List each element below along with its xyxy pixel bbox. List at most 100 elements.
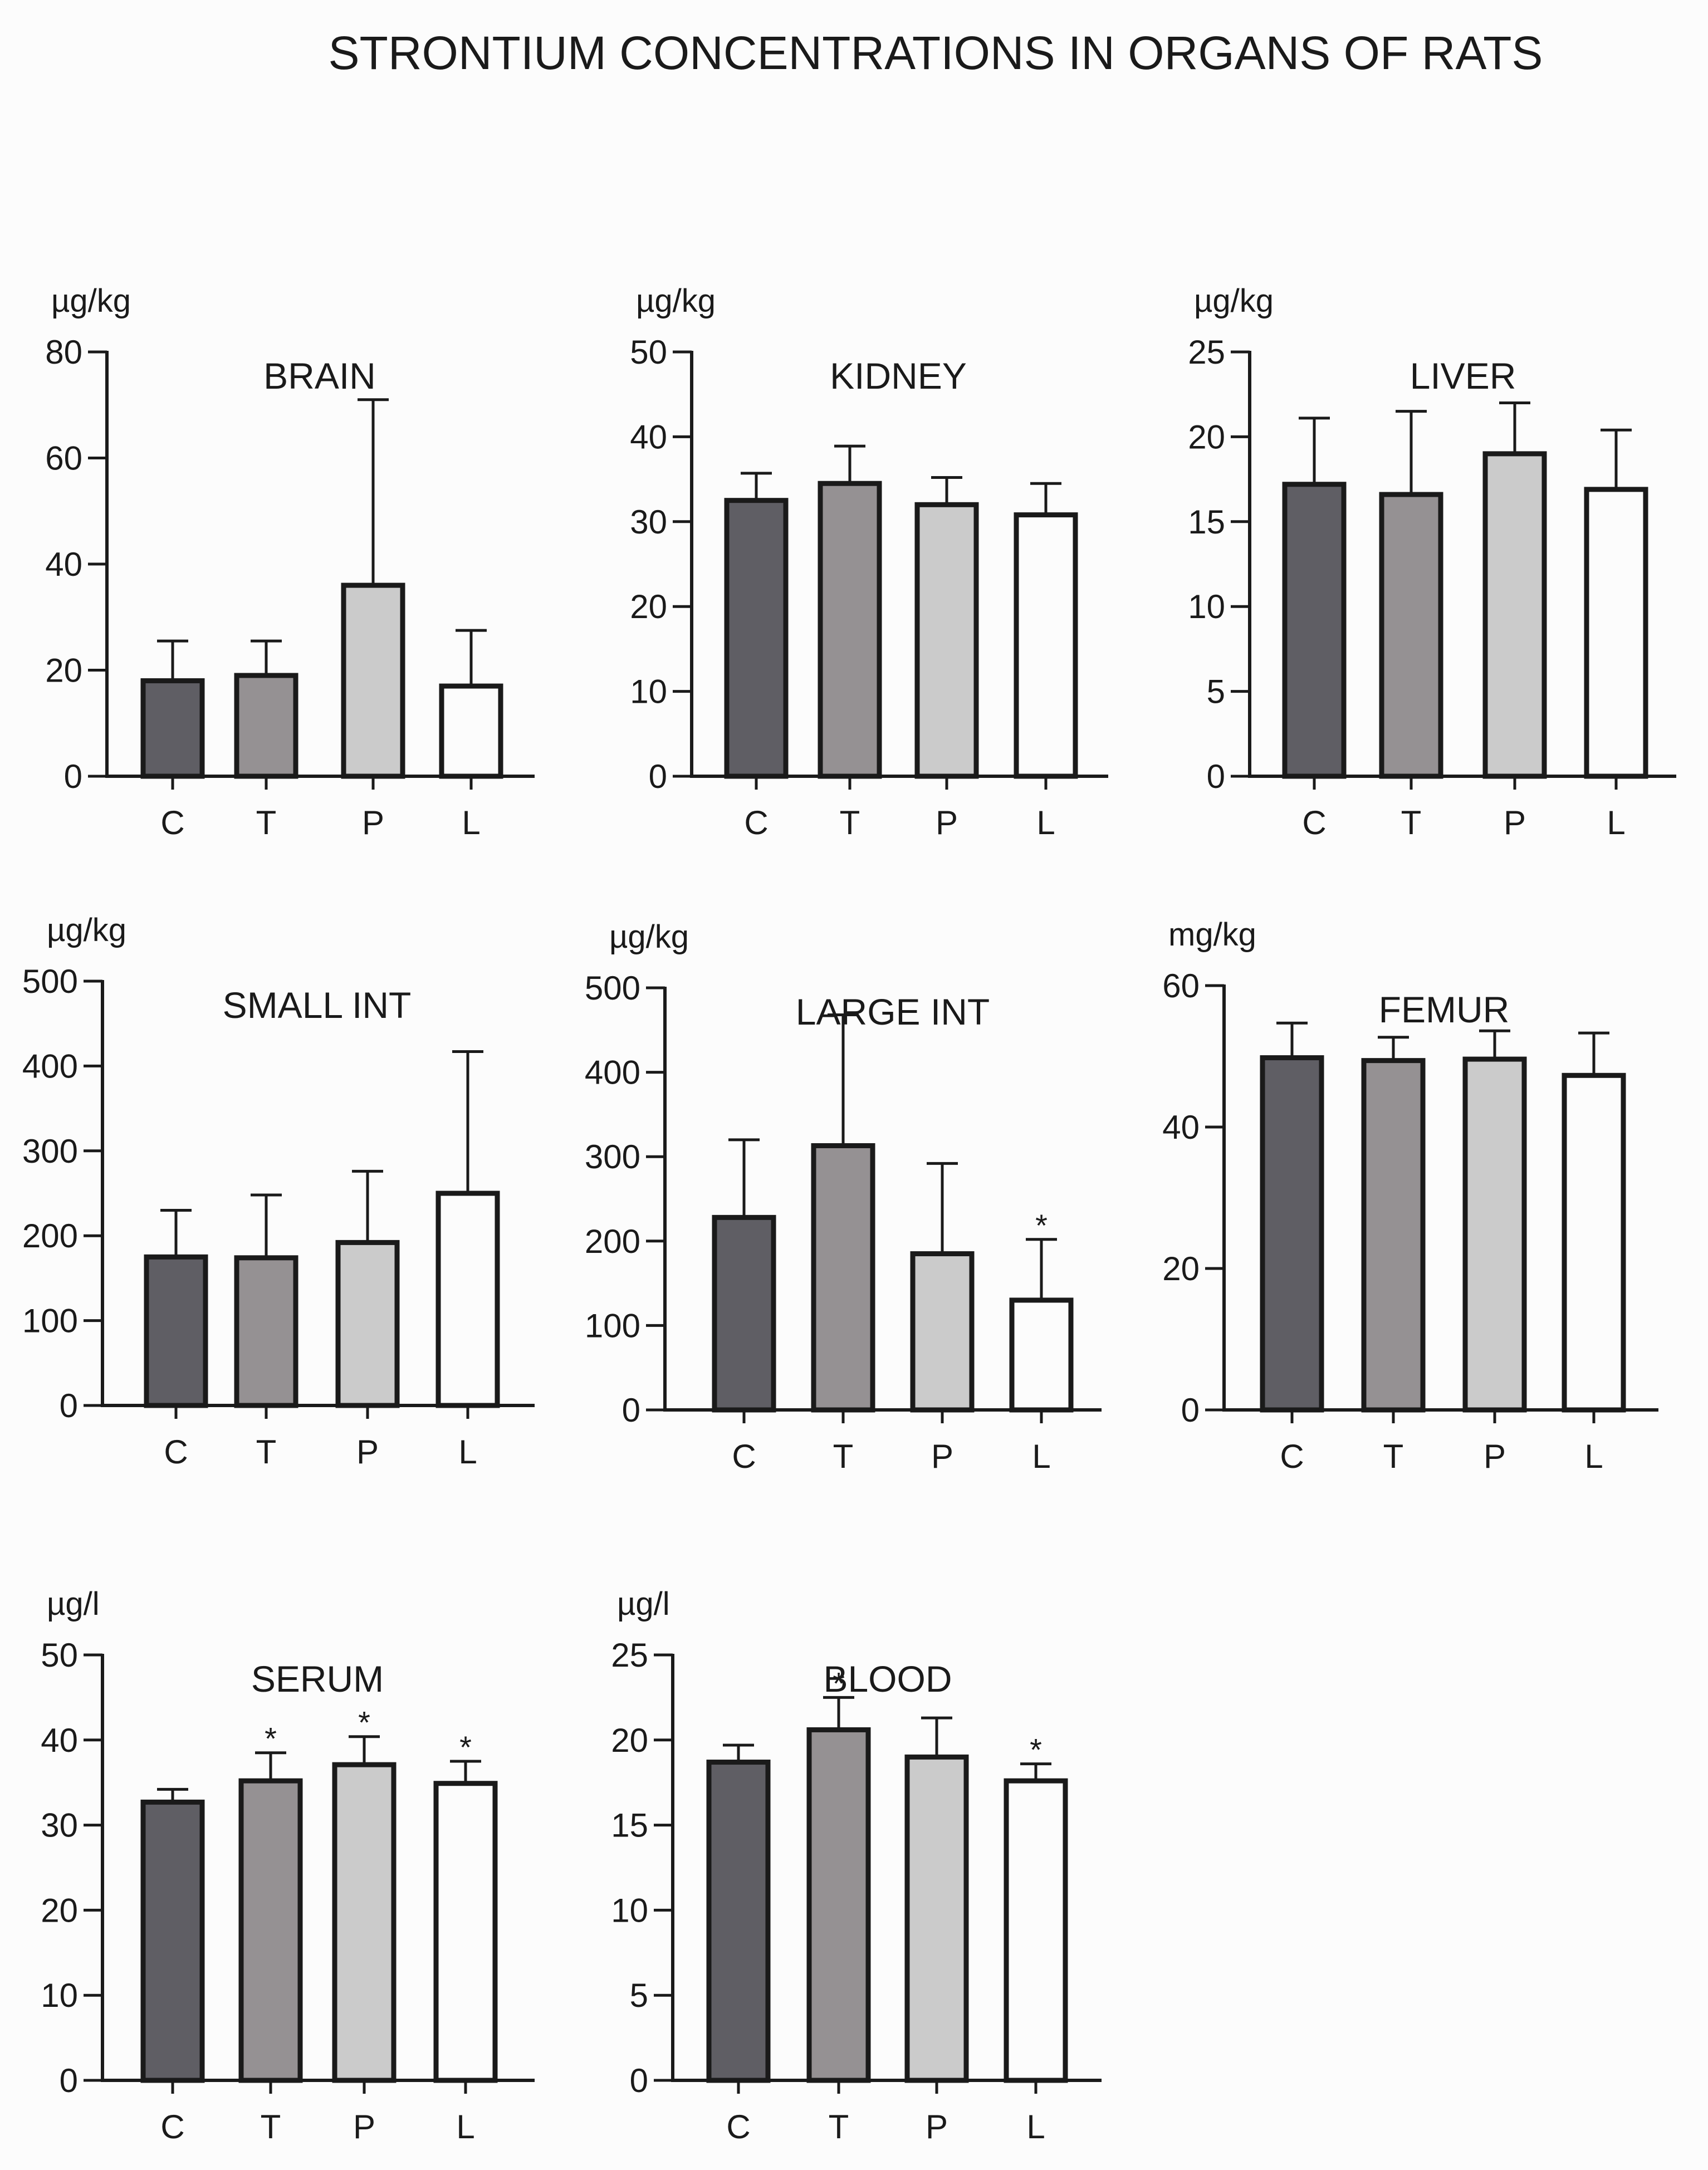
- bar-P: [1482, 451, 1547, 779]
- y-tick-label: 40: [45, 546, 82, 583]
- significance-marker-L: *: [459, 1730, 472, 1765]
- category-label-T: T: [256, 804, 277, 841]
- category-label-P: P: [1484, 1438, 1506, 1475]
- significance-marker-T: *: [833, 1666, 845, 1701]
- y-tick-label: 100: [22, 1302, 78, 1340]
- y-tick-label: 0: [622, 1392, 640, 1429]
- y-tick-label: 20: [630, 588, 667, 625]
- y-tick-label: 400: [22, 1047, 78, 1085]
- y-tick-label: 40: [41, 1722, 78, 1759]
- bar-L: [439, 683, 503, 779]
- category-label-C: C: [164, 1433, 188, 1471]
- category-label-L: L: [1026, 2108, 1045, 2145]
- bar-L: [1562, 1072, 1626, 1413]
- y-tick-label: 50: [630, 334, 667, 371]
- unit-label: µg/kg: [47, 912, 126, 948]
- y-tick-label: 20: [45, 652, 82, 689]
- y-tick-label: 0: [60, 2062, 78, 2099]
- bar-C: [724, 498, 789, 779]
- y-tick-label: 0: [1181, 1392, 1200, 1429]
- y-tick-label: 20: [611, 1722, 648, 1759]
- y-tick-label: 100: [585, 1307, 640, 1344]
- y-tick-label: 10: [630, 673, 667, 711]
- bar-P: [332, 1762, 397, 2083]
- bar-C: [1282, 482, 1347, 779]
- bar-P: [904, 1754, 969, 2083]
- y-tick-label: 80: [45, 334, 82, 371]
- y-tick-label: 40: [1162, 1109, 1200, 1146]
- category-label-T: T: [261, 2108, 281, 2145]
- y-tick-label: 20: [1188, 418, 1225, 455]
- y-tick-label: 25: [611, 1637, 648, 1674]
- category-label-C: C: [726, 2108, 750, 2145]
- y-tick-label: 300: [585, 1138, 640, 1175]
- category-label-T: T: [829, 2108, 849, 2145]
- category-label-C: C: [1302, 804, 1326, 841]
- chart-blood: µg/l BLOOD 0 5 10 15 20 25 C T * P L *: [611, 1586, 1102, 2145]
- bar-T: [238, 1778, 303, 2083]
- bar-L: [1014, 512, 1078, 779]
- category-label-L: L: [1032, 1438, 1050, 1475]
- y-tick-label: 500: [22, 963, 78, 1000]
- bar-T: [234, 1255, 298, 1408]
- panel-title: BRAIN: [263, 355, 376, 396]
- y-tick-label: 60: [1162, 967, 1200, 1005]
- bar-P: [1462, 1056, 1527, 1413]
- bar-L: [1009, 1297, 1074, 1413]
- bar-T: [1361, 1058, 1426, 1413]
- panel-title: BLOOD: [823, 1658, 952, 1699]
- panel-title: FEMUR: [1379, 989, 1510, 1030]
- bar-L: [1004, 1778, 1068, 2083]
- bar-T: [234, 673, 298, 779]
- y-tick-label: 200: [585, 1223, 640, 1260]
- chart-kidney: µg/kg KIDNEY 0 10 20 30 40 50 C T P L: [630, 283, 1108, 841]
- category-label-T: T: [1383, 1438, 1404, 1475]
- category-label-L: L: [1607, 804, 1625, 841]
- bar-P: [910, 1251, 975, 1413]
- unit-label: µg/kg: [609, 919, 689, 955]
- unit-label: µg/kg: [1194, 283, 1274, 319]
- y-tick-label: 300: [22, 1133, 78, 1170]
- unit-label: µg/kg: [636, 283, 716, 319]
- bar-P: [914, 502, 979, 779]
- unit-label: µg/l: [617, 1586, 670, 1622]
- chart-serum: µg/l SERUM 0 10 20 30 40 50 C T * P * L *: [41, 1586, 535, 2145]
- bar-T: [811, 1143, 875, 1413]
- panel-title: LARGE INT: [796, 991, 990, 1032]
- category-label-L: L: [456, 2108, 474, 2145]
- category-label-C: C: [160, 804, 184, 841]
- bar-T: [1379, 492, 1443, 779]
- y-tick-label: 0: [1207, 758, 1225, 795]
- y-tick-label: 5: [1207, 673, 1225, 711]
- y-tick-label: 15: [1188, 503, 1225, 541]
- bar-T: [818, 481, 882, 779]
- bar-C: [144, 1254, 208, 1408]
- y-tick-label: 5: [630, 1977, 648, 2014]
- y-tick-label: 25: [1188, 334, 1225, 371]
- category-label-C: C: [732, 1438, 756, 1475]
- bar-L: [1584, 487, 1648, 779]
- category-label-P: P: [353, 2108, 375, 2145]
- y-tick-label: 30: [41, 1807, 78, 1844]
- significance-marker-P: *: [358, 1705, 370, 1740]
- category-label-T: T: [256, 1433, 277, 1471]
- category-label-L: L: [1584, 1438, 1603, 1475]
- bar-C: [140, 678, 205, 779]
- y-tick-label: 15: [611, 1807, 648, 1844]
- panel-title: LIVER: [1410, 355, 1516, 396]
- panel-title: KIDNEY: [830, 355, 967, 396]
- significance-marker-L: *: [1030, 1732, 1042, 1767]
- chart-brain: µg/kg BRAIN 0 20 40 60 80 C T P L: [45, 283, 535, 841]
- category-label-P: P: [926, 2108, 948, 2145]
- category-label-P: P: [931, 1438, 953, 1475]
- category-label-C: C: [1280, 1438, 1304, 1475]
- category-label-P: P: [1504, 804, 1526, 841]
- chart-femur: mg/kg FEMUR 0 20 40 60 C T P L: [1162, 917, 1658, 1475]
- category-label-T: T: [1401, 804, 1422, 841]
- y-tick-label: 10: [611, 1892, 648, 1929]
- bar-T: [806, 1727, 871, 2083]
- unit-label: µg/kg: [51, 283, 131, 319]
- unit-label: mg/kg: [1168, 917, 1256, 953]
- figure-title: STRONTIUM CONCENTRATIONS IN ORGANS OF RA…: [329, 27, 1543, 79]
